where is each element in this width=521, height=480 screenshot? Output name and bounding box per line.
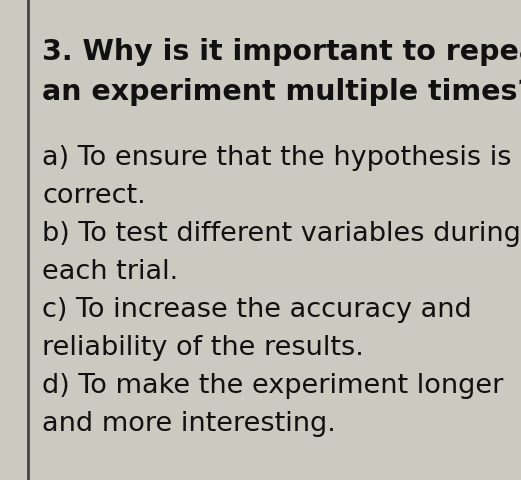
Text: b) To test different variables during: b) To test different variables during bbox=[42, 221, 521, 247]
Text: reliability of the results.: reliability of the results. bbox=[42, 335, 364, 361]
Text: 3. Why is it important to repeat: 3. Why is it important to repeat bbox=[42, 38, 521, 66]
Text: a) To ensure that the hypothesis is: a) To ensure that the hypothesis is bbox=[42, 145, 512, 171]
Text: d) To make the experiment longer: d) To make the experiment longer bbox=[42, 373, 503, 399]
Text: each trial.: each trial. bbox=[42, 259, 178, 285]
Text: and more interesting.: and more interesting. bbox=[42, 411, 336, 437]
Text: correct.: correct. bbox=[42, 183, 146, 209]
Text: c) To increase the accuracy and: c) To increase the accuracy and bbox=[42, 297, 472, 323]
Text: an experiment multiple times?: an experiment multiple times? bbox=[42, 78, 521, 106]
